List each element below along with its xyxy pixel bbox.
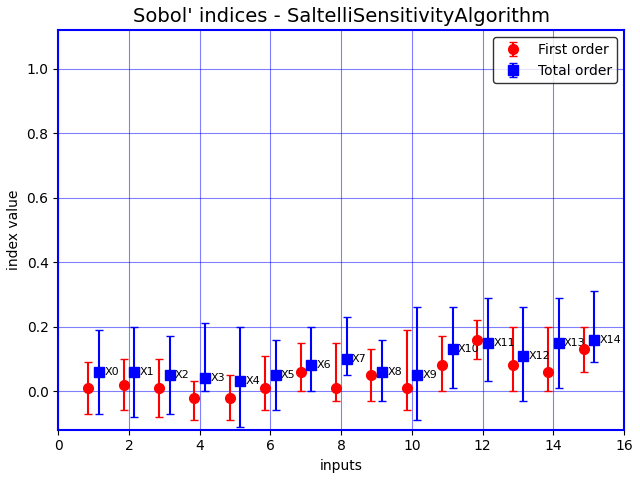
Text: X11: X11 <box>493 338 515 348</box>
Text: X7: X7 <box>352 354 367 364</box>
Text: X6: X6 <box>316 360 331 371</box>
Text: X12: X12 <box>529 351 550 360</box>
Text: X0: X0 <box>104 367 119 377</box>
Text: X1: X1 <box>140 367 154 377</box>
Text: X2: X2 <box>175 370 189 380</box>
Text: X13: X13 <box>564 338 586 348</box>
Y-axis label: index value: index value <box>7 190 21 270</box>
Title: Sobol' indices - SaltelliSensitivityAlgorithm: Sobol' indices - SaltelliSensitivityAlgo… <box>132 7 550 26</box>
Text: X10: X10 <box>458 344 479 354</box>
Text: X8: X8 <box>387 367 402 377</box>
X-axis label: inputs: inputs <box>320 459 363 473</box>
Text: X4: X4 <box>246 376 260 386</box>
Text: X9: X9 <box>422 370 437 380</box>
Text: X14: X14 <box>600 335 621 345</box>
Text: X3: X3 <box>211 373 225 383</box>
Legend: First order, Total order: First order, Total order <box>493 37 617 83</box>
Text: X5: X5 <box>281 370 296 380</box>
